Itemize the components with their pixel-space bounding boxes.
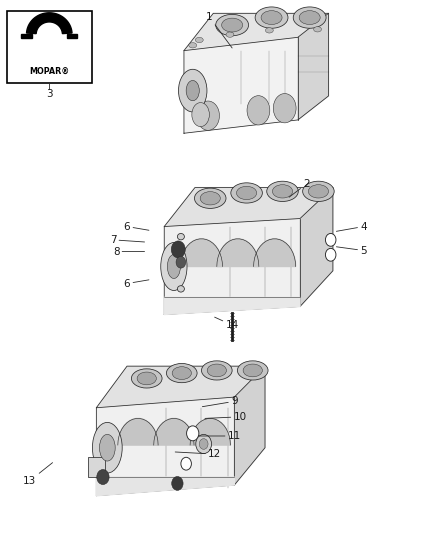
Ellipse shape <box>299 11 320 25</box>
Text: MOPAR®: MOPAR® <box>29 67 69 76</box>
Ellipse shape <box>186 80 199 101</box>
Ellipse shape <box>207 364 226 377</box>
Polygon shape <box>164 297 300 314</box>
Ellipse shape <box>237 186 257 200</box>
Polygon shape <box>180 239 223 266</box>
Polygon shape <box>254 239 296 266</box>
Circle shape <box>181 457 191 470</box>
Ellipse shape <box>247 96 270 125</box>
Text: 7: 7 <box>110 235 145 245</box>
Polygon shape <box>184 37 298 133</box>
Ellipse shape <box>172 367 191 379</box>
Ellipse shape <box>303 181 334 201</box>
Ellipse shape <box>314 27 321 32</box>
Ellipse shape <box>255 7 288 28</box>
Circle shape <box>171 241 185 258</box>
Ellipse shape <box>137 372 156 385</box>
Text: 11: 11 <box>199 431 241 441</box>
Text: 5: 5 <box>336 246 367 255</box>
Ellipse shape <box>200 191 220 205</box>
Polygon shape <box>234 366 265 485</box>
Ellipse shape <box>272 184 293 198</box>
Ellipse shape <box>267 181 298 201</box>
Ellipse shape <box>215 14 249 36</box>
Text: 14: 14 <box>215 317 239 330</box>
Polygon shape <box>154 418 194 445</box>
Polygon shape <box>21 34 32 38</box>
Ellipse shape <box>261 11 282 25</box>
Text: 10: 10 <box>205 412 247 422</box>
Ellipse shape <box>308 184 328 198</box>
Ellipse shape <box>226 32 234 37</box>
Circle shape <box>325 233 336 246</box>
Polygon shape <box>45 34 53 45</box>
Ellipse shape <box>167 255 180 279</box>
Ellipse shape <box>192 102 209 127</box>
Polygon shape <box>298 13 328 120</box>
Circle shape <box>176 256 186 268</box>
Polygon shape <box>164 188 333 227</box>
Ellipse shape <box>273 94 296 123</box>
Circle shape <box>187 426 199 441</box>
Ellipse shape <box>99 434 115 461</box>
Polygon shape <box>184 13 328 51</box>
Polygon shape <box>27 13 72 34</box>
Text: 6: 6 <box>124 279 149 288</box>
Ellipse shape <box>293 7 326 28</box>
Ellipse shape <box>161 243 187 290</box>
Polygon shape <box>118 418 158 445</box>
Polygon shape <box>217 239 259 266</box>
Text: 4: 4 <box>336 222 367 231</box>
Circle shape <box>199 439 208 449</box>
Polygon shape <box>300 188 333 306</box>
Ellipse shape <box>166 364 197 383</box>
Text: 9: 9 <box>202 397 238 407</box>
Ellipse shape <box>222 18 243 32</box>
Polygon shape <box>164 219 300 314</box>
Ellipse shape <box>194 188 226 208</box>
Circle shape <box>196 434 212 454</box>
Text: 12: 12 <box>175 449 221 459</box>
Ellipse shape <box>197 101 219 131</box>
Ellipse shape <box>243 364 262 377</box>
Ellipse shape <box>265 28 273 33</box>
Ellipse shape <box>231 183 262 203</box>
Ellipse shape <box>92 422 122 473</box>
Text: 2: 2 <box>289 179 310 197</box>
Ellipse shape <box>177 233 184 240</box>
Circle shape <box>325 248 336 261</box>
FancyBboxPatch shape <box>7 11 92 83</box>
Polygon shape <box>96 397 234 496</box>
Circle shape <box>97 470 109 484</box>
Text: 3: 3 <box>46 90 53 99</box>
Text: 1: 1 <box>206 12 232 48</box>
Polygon shape <box>96 366 265 408</box>
Circle shape <box>172 477 183 490</box>
Ellipse shape <box>195 37 203 43</box>
Text: 6: 6 <box>124 222 149 231</box>
Polygon shape <box>190 418 230 445</box>
Ellipse shape <box>201 361 232 380</box>
Ellipse shape <box>237 361 268 380</box>
Text: 8: 8 <box>113 247 145 256</box>
Polygon shape <box>67 34 77 38</box>
FancyBboxPatch shape <box>88 457 105 477</box>
Polygon shape <box>96 477 234 496</box>
Ellipse shape <box>189 43 197 48</box>
Text: 13: 13 <box>23 463 53 486</box>
Ellipse shape <box>131 369 162 388</box>
Ellipse shape <box>177 286 184 292</box>
Ellipse shape <box>178 69 207 112</box>
